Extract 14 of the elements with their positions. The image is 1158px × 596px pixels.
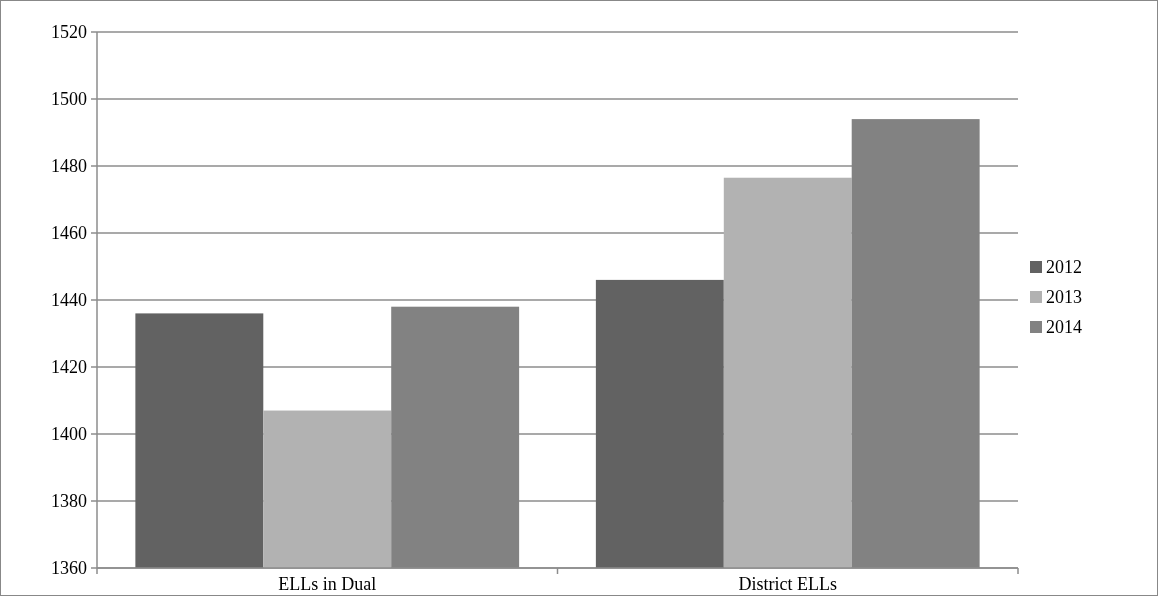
y-tick-label: 1500	[51, 89, 87, 110]
y-tick-label: 1480	[51, 156, 87, 177]
y-tick-label: 1400	[51, 424, 87, 445]
y-tick-label: 1380	[51, 491, 87, 512]
y-tick-label: 1360	[51, 558, 87, 579]
x-tick-label: District ELLs	[738, 574, 837, 594]
y-tick-label: 1420	[51, 357, 87, 378]
y-tick-label: 1460	[51, 223, 87, 244]
legend-label: 2014	[1046, 317, 1082, 338]
legend-label: 2012	[1046, 257, 1082, 278]
y-tick-label: 1440	[51, 290, 87, 311]
y-tick-label: 1520	[51, 22, 87, 43]
x-tick-label: ELLs in Dual	[278, 574, 377, 594]
legend-label: 2013	[1046, 287, 1082, 308]
